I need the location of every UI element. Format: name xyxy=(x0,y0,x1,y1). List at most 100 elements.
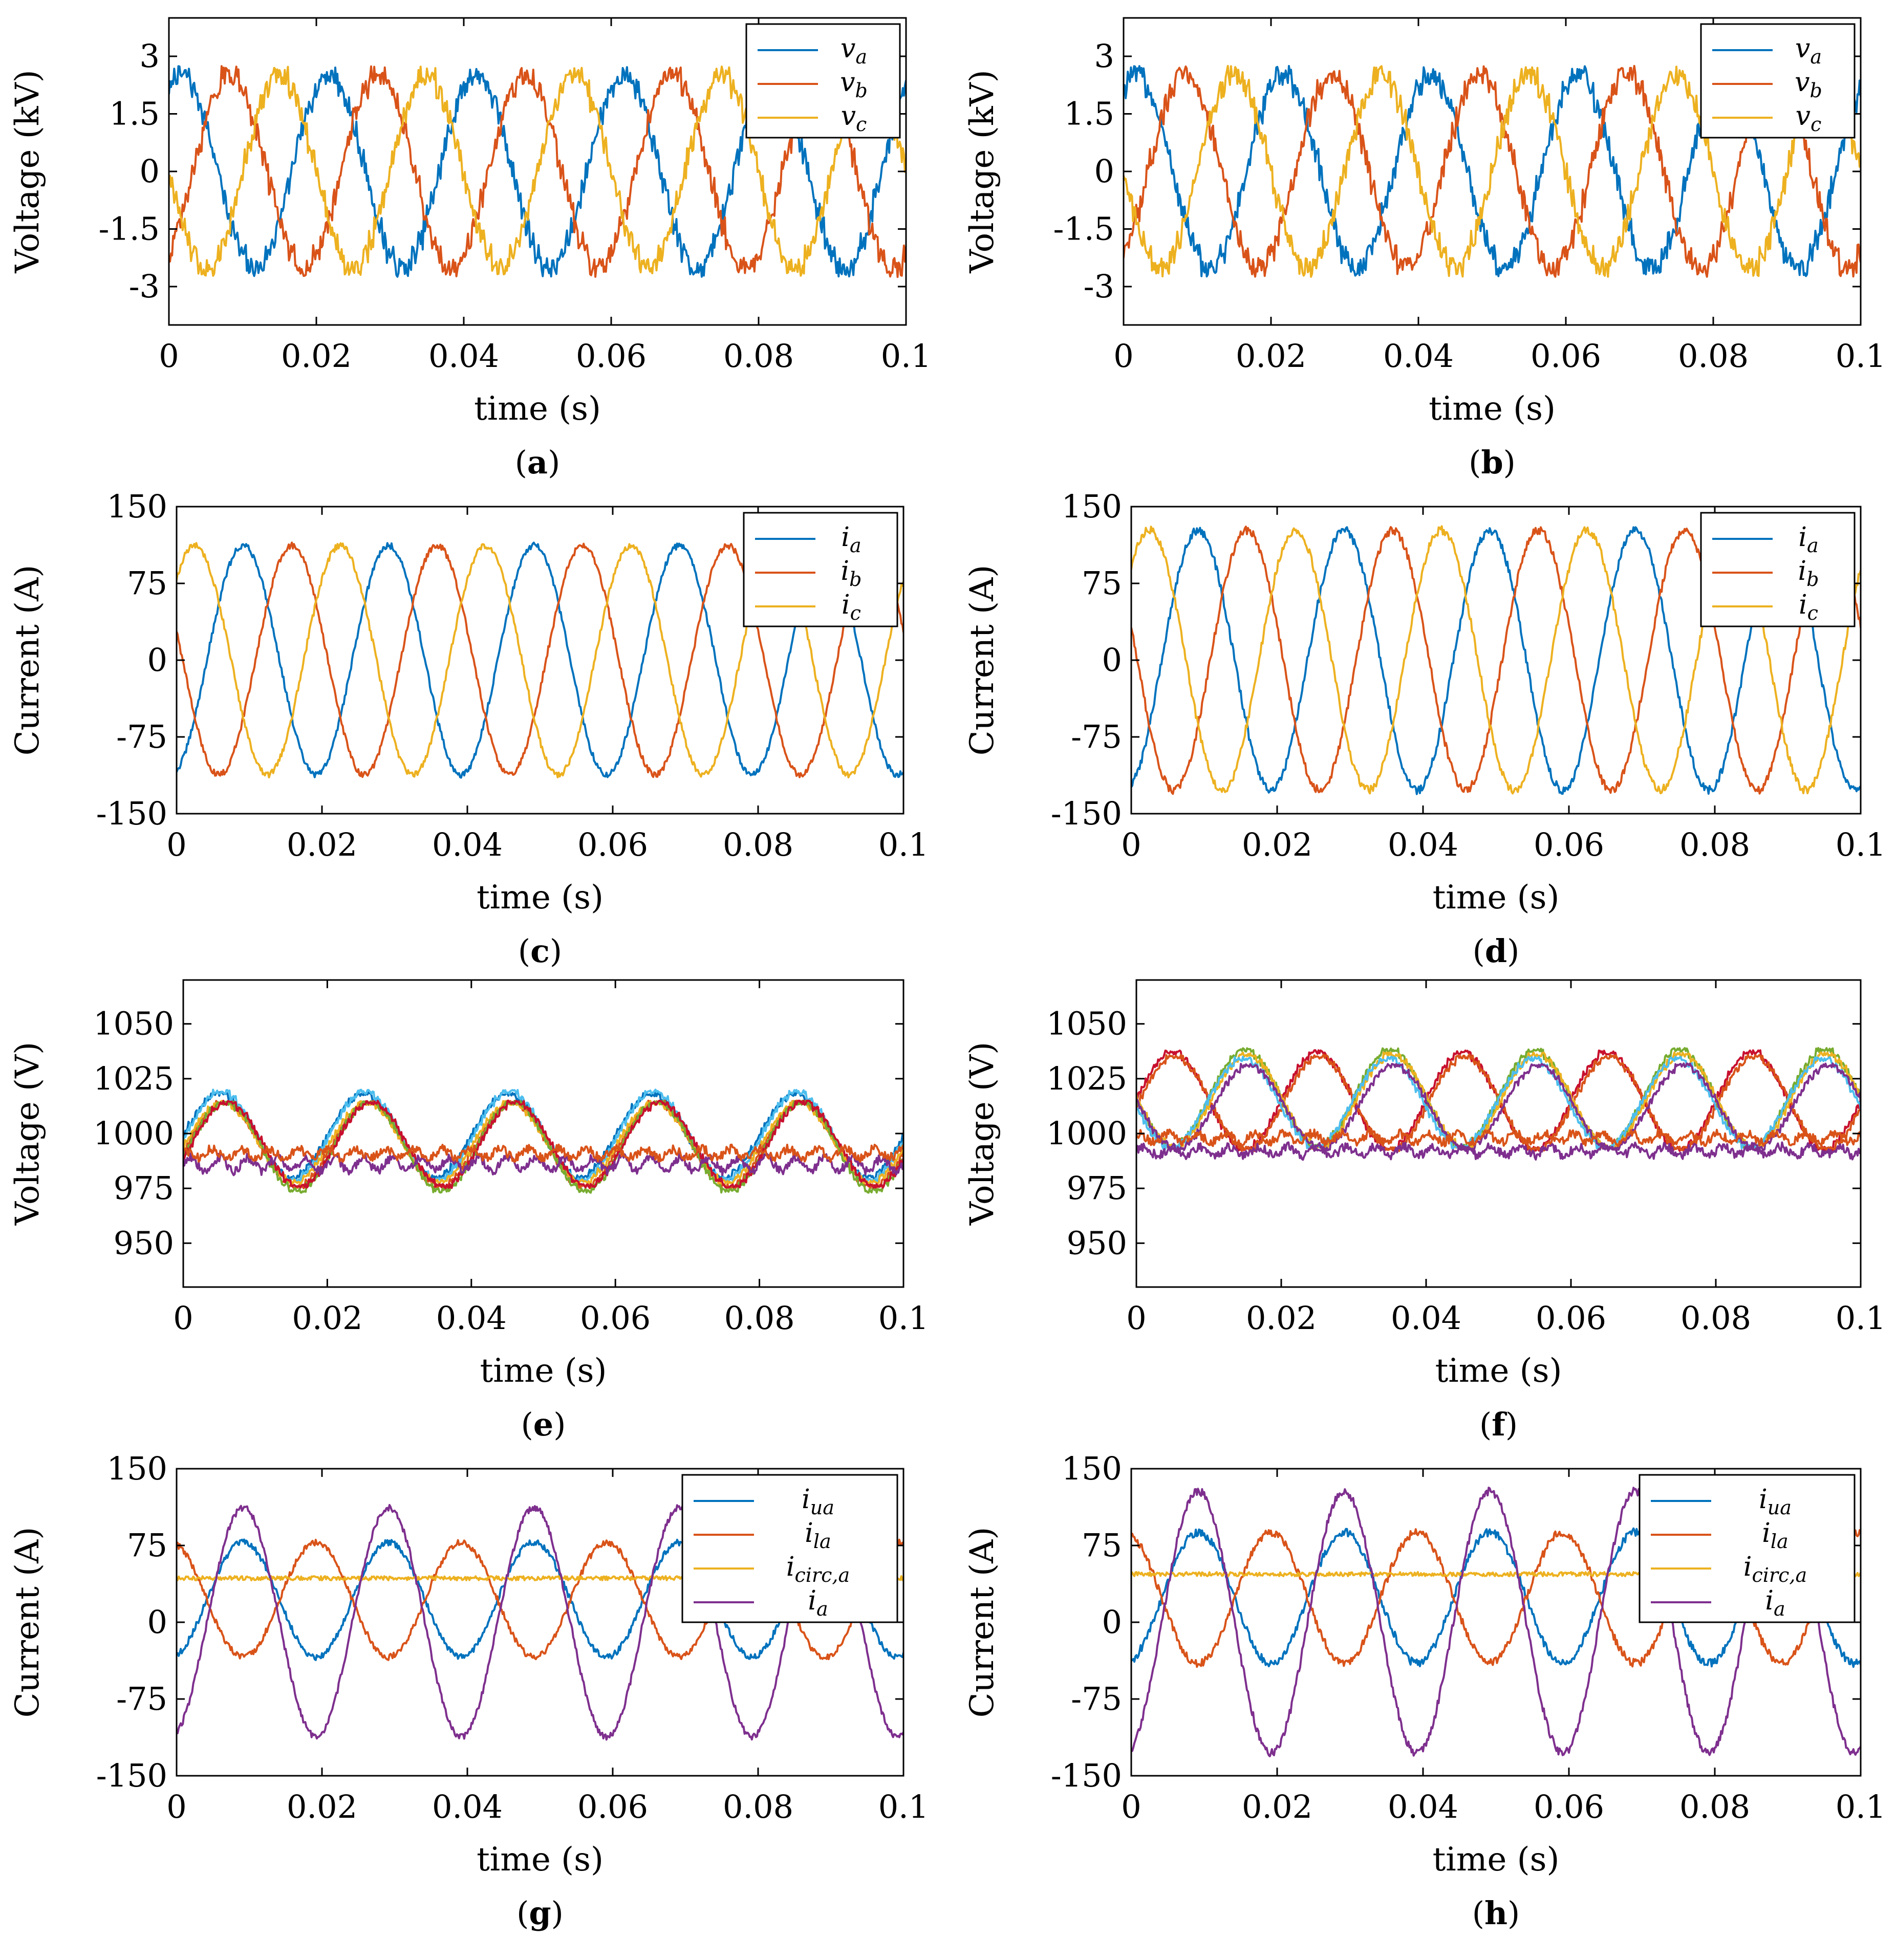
series-i_a xyxy=(177,541,903,779)
x-tick-label: 0.02 xyxy=(287,1788,357,1825)
x-axis-label: time (s) xyxy=(477,1841,604,1879)
x-tick-label: 0.1 xyxy=(878,1299,929,1337)
subfigure-caption: (b) xyxy=(1469,444,1516,481)
y-axis-label: Voltage (V) xyxy=(963,1042,1001,1226)
series-i_a xyxy=(1131,1487,1861,1757)
x-tick-label: 0.02 xyxy=(292,1299,362,1337)
legend-label-i_circ,a: icirc,a xyxy=(1743,1552,1807,1586)
subfigure-caption: (h) xyxy=(1472,1894,1520,1932)
y-tick-label: -3 xyxy=(1084,268,1114,305)
x-tick-label: 0.1 xyxy=(1836,1788,1886,1825)
x-tick-label: 0.08 xyxy=(1680,1299,1751,1337)
x-tick-label: 0 xyxy=(166,1788,186,1825)
legend-box xyxy=(745,23,901,139)
x-tick-label: 0 xyxy=(159,337,179,375)
x-axis-label: time (s) xyxy=(1435,1352,1562,1390)
legend-box xyxy=(1700,512,1856,627)
x-tick-label: 0.04 xyxy=(1388,1788,1458,1825)
legend-label-i_a: ia xyxy=(1765,1585,1785,1620)
plot-frame xyxy=(1135,979,1862,1288)
legend-label-i_c: ic xyxy=(1799,590,1818,624)
y-tick-label: -150 xyxy=(96,795,167,832)
y-tick-label: -75 xyxy=(1071,1680,1122,1717)
x-tick-label: 0.06 xyxy=(1534,826,1604,863)
y-axis-label: Current (A) xyxy=(963,565,1001,756)
x-axis-label: time (s) xyxy=(1433,879,1560,917)
y-tick-label: 0 xyxy=(147,641,167,679)
x-tick-label: 0.1 xyxy=(1836,826,1886,863)
series-cap-6 xyxy=(1136,1062,1861,1152)
y-tick-label: 1025 xyxy=(93,1060,174,1097)
x-tick-label: 0.08 xyxy=(1678,337,1749,375)
y-axis-label: Current (A) xyxy=(9,565,47,756)
y-tick-label: 1.5 xyxy=(1064,95,1114,133)
subfigure-caption: (g) xyxy=(516,1894,564,1932)
y-tick-label: -150 xyxy=(1051,795,1122,832)
x-tick-label: 0.02 xyxy=(1242,1788,1312,1825)
x-tick-label: 0.08 xyxy=(723,337,794,375)
x-axis-label: time (s) xyxy=(474,390,601,428)
series-cap-7 xyxy=(1136,1141,1861,1161)
y-tick-label: -3 xyxy=(129,268,160,305)
y-tick-label: 975 xyxy=(114,1169,174,1207)
x-tick-label: 0.02 xyxy=(287,826,357,863)
series-cap-6 xyxy=(183,1099,903,1189)
y-tick-label: 3 xyxy=(140,37,160,75)
series-v_c xyxy=(169,66,906,277)
y-tick-label: -1.5 xyxy=(1053,210,1114,248)
y-tick-label: 1000 xyxy=(1046,1115,1127,1152)
x-tick-label: 0.06 xyxy=(576,337,647,375)
legend-label-v_b: vb xyxy=(840,67,868,102)
x-tick-label: 0.04 xyxy=(432,1788,503,1825)
subfigure-caption: (c) xyxy=(518,932,562,970)
subfigure-caption: (d) xyxy=(1473,932,1520,970)
legend-label-i_a: ia xyxy=(808,1585,828,1620)
legend-label-v_b: vb xyxy=(1795,67,1822,102)
legend-box xyxy=(743,512,898,627)
y-axis-label: Current (A) xyxy=(963,1527,1001,1718)
y-tick-label: 0 xyxy=(1102,641,1122,679)
x-tick-label: 0.04 xyxy=(428,337,499,375)
series-i_a xyxy=(1131,526,1861,795)
x-tick-label: 0.06 xyxy=(1536,1299,1606,1337)
y-tick-label: 1050 xyxy=(93,1005,174,1042)
x-tick-label: 0.08 xyxy=(723,826,793,863)
legend-label-v_a: va xyxy=(1795,33,1822,68)
x-tick-label: 0.06 xyxy=(577,1788,648,1825)
y-tick-label: 75 xyxy=(1082,564,1122,602)
legend-label-i_circ,a: icirc,a xyxy=(786,1552,850,1586)
legend-label-i_c: ic xyxy=(842,590,861,624)
y-tick-label: -150 xyxy=(1051,1757,1122,1794)
chart-f: 0 0.02 0.04 0.06 0.08 0.1 950 975 1000 1025 1050 ti… xyxy=(963,979,1886,1443)
series-cap-2 xyxy=(1136,1053,1861,1152)
series-cap-8 xyxy=(183,1143,903,1163)
subfigure-caption: (e) xyxy=(521,1406,566,1443)
series-group xyxy=(1136,1047,1861,1161)
y-tick-label: 150 xyxy=(1062,1450,1122,1487)
series-v_b xyxy=(1124,64,1861,278)
x-tick-label: 0.02 xyxy=(1246,1299,1317,1337)
x-tick-label: 0.02 xyxy=(1242,826,1312,863)
legend-label-i_b: ib xyxy=(1798,556,1819,591)
y-tick-label: 0 xyxy=(140,153,160,190)
x-axis-label: time (s) xyxy=(477,879,604,917)
legend-box xyxy=(1639,1474,1856,1623)
y-axis-label: Current (A) xyxy=(9,1527,47,1718)
y-tick-label: 1025 xyxy=(1046,1060,1127,1097)
x-tick-label: 0.06 xyxy=(580,1299,651,1337)
series-cap-8 xyxy=(1136,1128,1861,1148)
x-tick-label: 0.04 xyxy=(1383,337,1454,375)
series-cap-4 xyxy=(183,1100,903,1185)
x-tick-label: 0.1 xyxy=(881,337,932,375)
series-v_c xyxy=(1124,64,1861,278)
y-tick-label: 950 xyxy=(114,1224,174,1261)
y-tick-label: 950 xyxy=(1067,1224,1127,1261)
x-tick-label: 0.1 xyxy=(878,826,929,863)
y-tick-label: 75 xyxy=(1082,1527,1122,1564)
chart-g: 0 0.02 0.04 0.06 0.08 0.1 -150 -75 0 75 150 time (s… xyxy=(9,1450,929,1932)
legend-label-v_a: va xyxy=(841,33,867,68)
y-tick-label: 0 xyxy=(147,1603,167,1641)
